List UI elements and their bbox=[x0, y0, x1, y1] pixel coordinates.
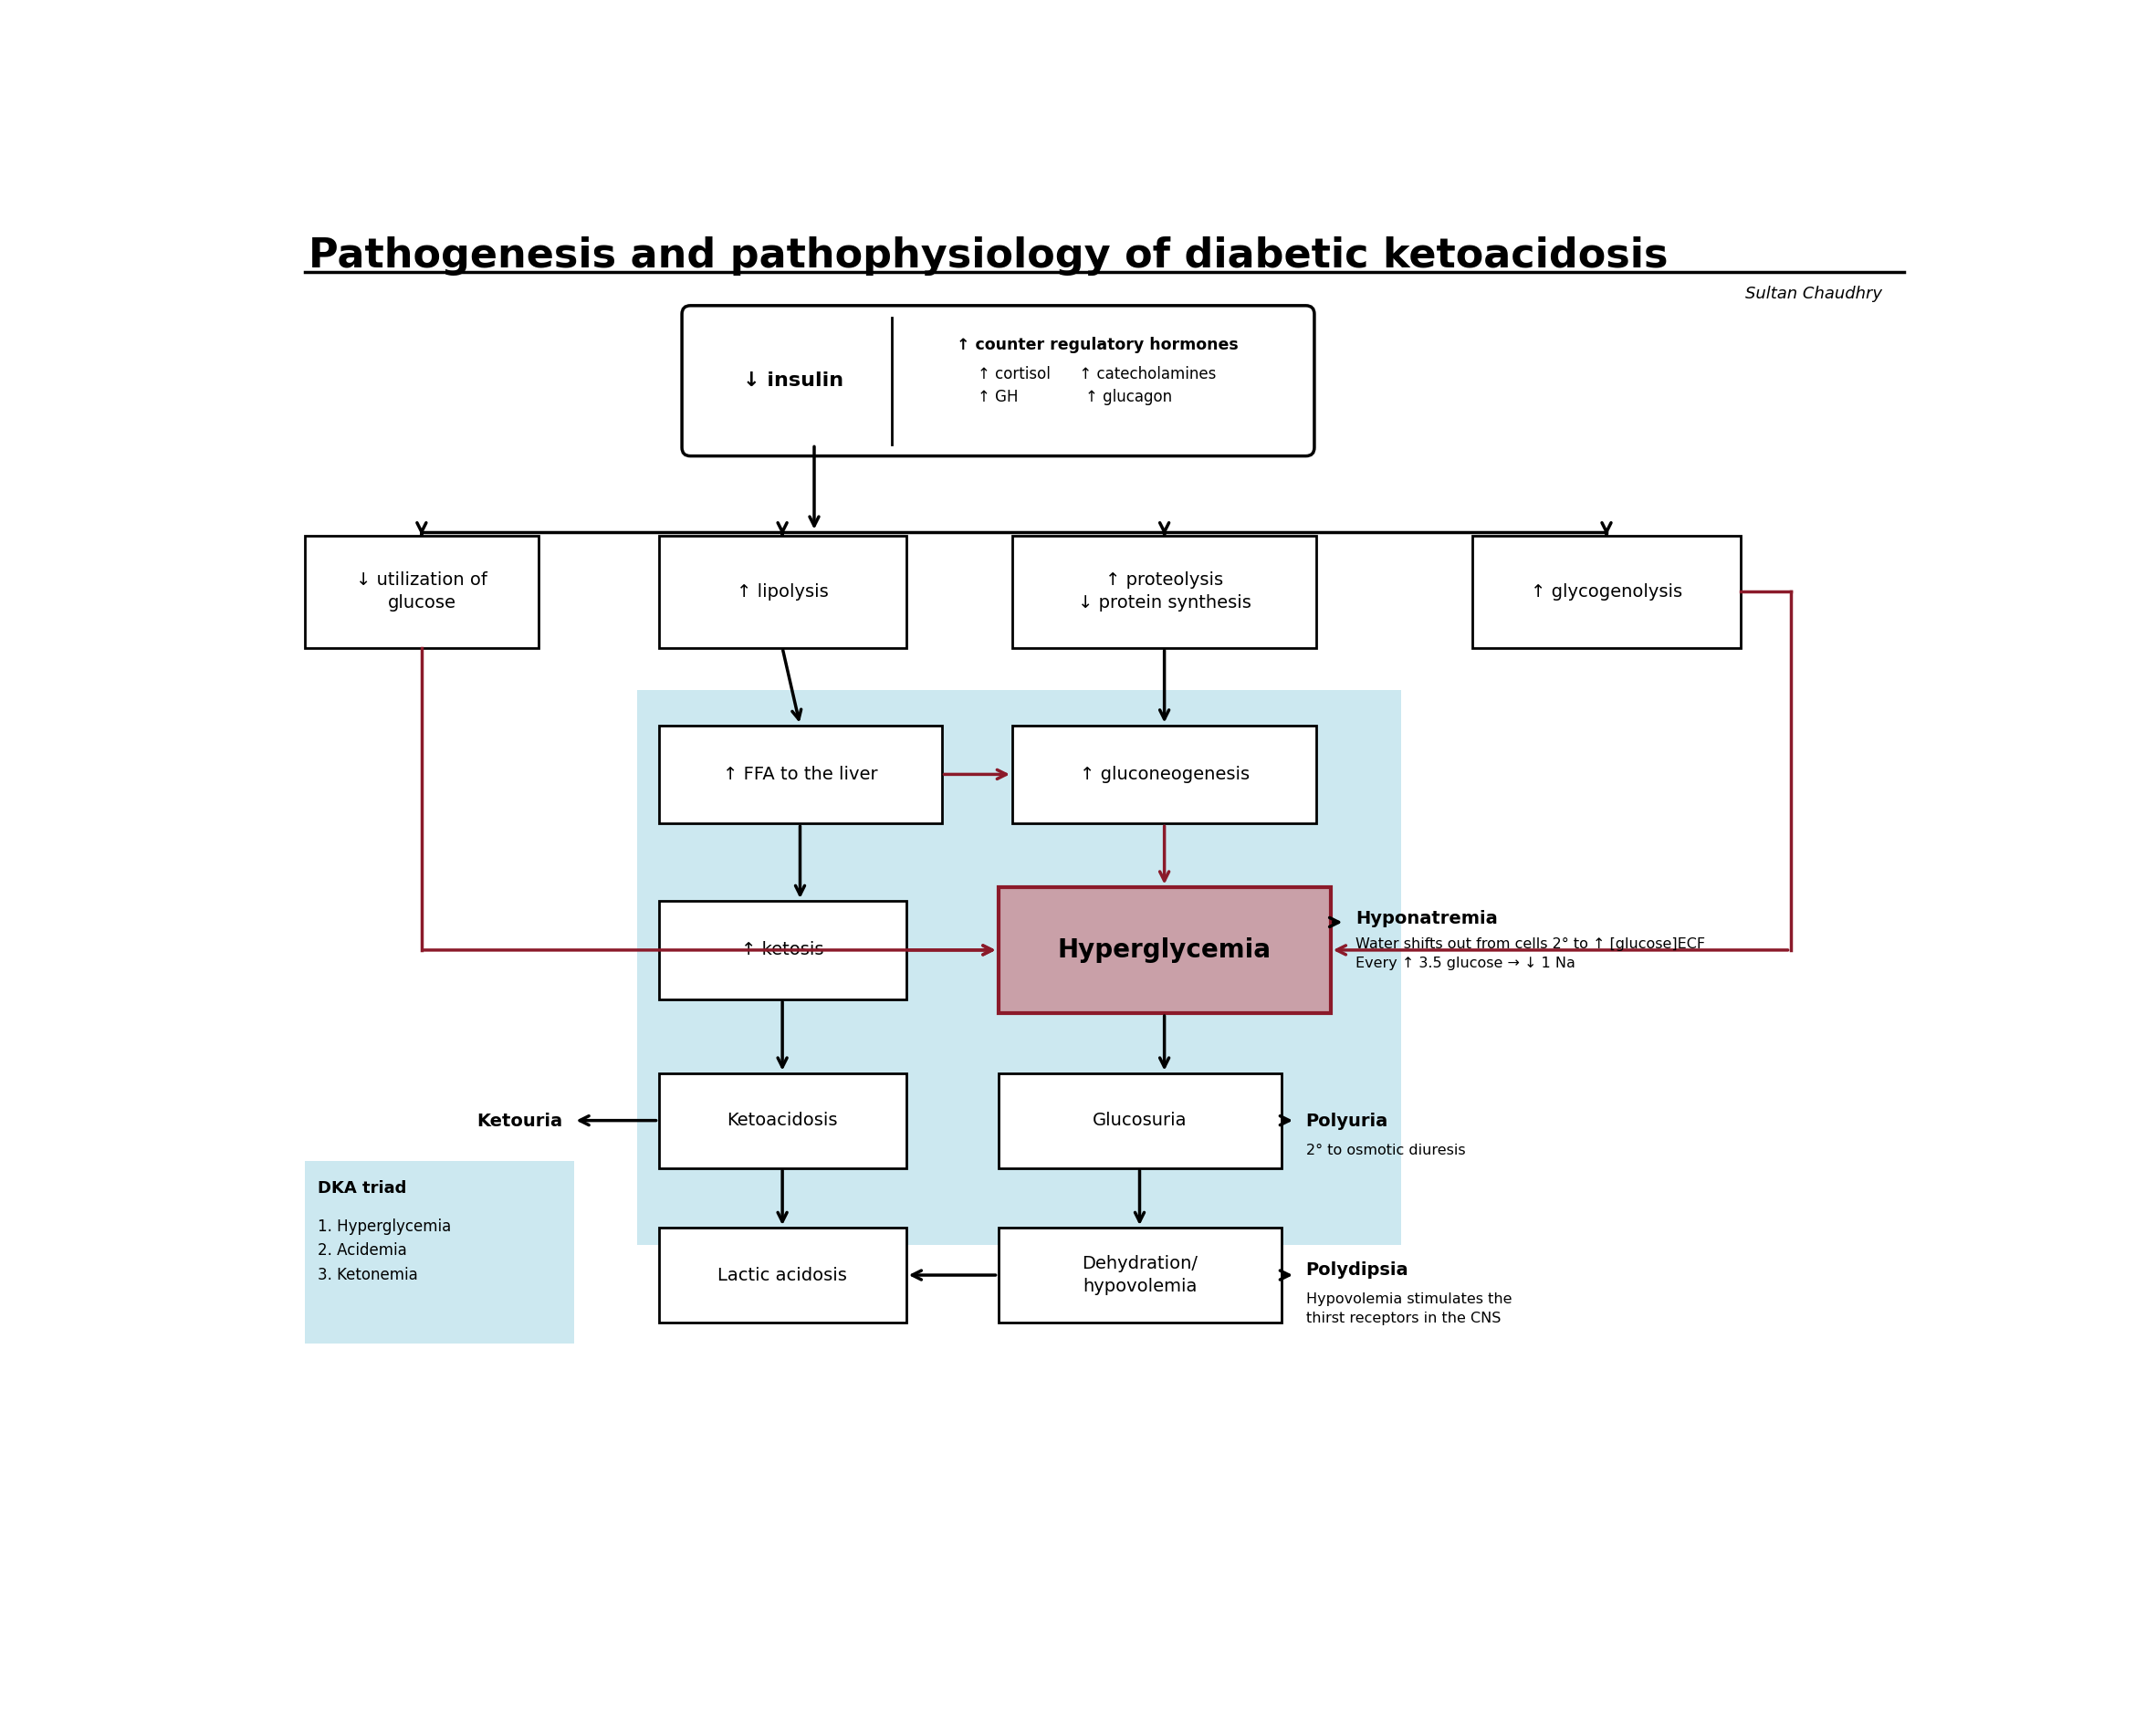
Text: DKA triad: DKA triad bbox=[317, 1180, 407, 1197]
Text: Ketouria: Ketouria bbox=[476, 1111, 563, 1130]
Text: ↑ gluconeogenesis: ↑ gluconeogenesis bbox=[1080, 765, 1248, 784]
FancyBboxPatch shape bbox=[1013, 725, 1317, 823]
Text: ↓ insulin: ↓ insulin bbox=[742, 372, 843, 389]
FancyBboxPatch shape bbox=[658, 1228, 906, 1322]
Text: ↑ FFA to the liver: ↑ FFA to the liver bbox=[722, 765, 877, 784]
Text: ↑ cortisol      ↑ catecholamines
↑ GH              ↑ glucagon: ↑ cortisol ↑ catecholamines ↑ GH ↑ gluca… bbox=[979, 367, 1216, 405]
FancyBboxPatch shape bbox=[304, 535, 539, 648]
FancyBboxPatch shape bbox=[304, 1161, 573, 1343]
Text: Water shifts out from cells 2° to ↑ [glucose]ECF
Every ↑ 3.5 glucose → ↓ 1 Na: Water shifts out from cells 2° to ↑ [glu… bbox=[1356, 936, 1705, 971]
Text: 2° to osmotic diuresis: 2° to osmotic diuresis bbox=[1307, 1144, 1466, 1158]
FancyBboxPatch shape bbox=[658, 1074, 906, 1168]
FancyBboxPatch shape bbox=[681, 305, 1315, 456]
Text: ↑ lipolysis: ↑ lipolysis bbox=[737, 583, 828, 600]
Text: Ketoacidosis: Ketoacidosis bbox=[727, 1111, 839, 1128]
Text: Pathogenesis and pathophysiology of diabetic ketoacidosis: Pathogenesis and pathophysiology of diab… bbox=[308, 237, 1669, 276]
FancyBboxPatch shape bbox=[1473, 535, 1740, 648]
FancyBboxPatch shape bbox=[1013, 535, 1317, 648]
Text: ↑ glycogenolysis: ↑ glycogenolysis bbox=[1531, 583, 1682, 600]
FancyBboxPatch shape bbox=[638, 689, 1401, 1245]
Text: ↑ proteolysis
↓ protein synthesis: ↑ proteolysis ↓ protein synthesis bbox=[1078, 571, 1250, 612]
Text: ↑ ketosis: ↑ ketosis bbox=[742, 942, 824, 959]
Text: ↓ utilization of
glucose: ↓ utilization of glucose bbox=[356, 571, 487, 612]
Text: Lactic acidosis: Lactic acidosis bbox=[718, 1266, 847, 1285]
Text: Polydipsia: Polydipsia bbox=[1307, 1261, 1408, 1278]
Text: Hypovolemia stimulates the
thirst receptors in the CNS: Hypovolemia stimulates the thirst recept… bbox=[1307, 1291, 1511, 1326]
Text: Hyponatremia: Hyponatremia bbox=[1356, 909, 1498, 928]
Text: 1. Hyperglycemia
2. Acidemia
3. Ketonemia: 1. Hyperglycemia 2. Acidemia 3. Ketonemi… bbox=[317, 1219, 451, 1283]
Text: Sultan Chaudhry: Sultan Chaudhry bbox=[1746, 286, 1882, 302]
Text: Dehydration/
hypovolemia: Dehydration/ hypovolemia bbox=[1082, 1255, 1197, 1295]
Text: ↑ counter regulatory hormones: ↑ counter regulatory hormones bbox=[957, 338, 1238, 353]
Text: Glucosuria: Glucosuria bbox=[1093, 1111, 1186, 1128]
Text: Polyuria: Polyuria bbox=[1307, 1111, 1388, 1130]
FancyBboxPatch shape bbox=[658, 725, 942, 823]
FancyBboxPatch shape bbox=[658, 900, 906, 1000]
FancyBboxPatch shape bbox=[998, 1228, 1281, 1322]
FancyBboxPatch shape bbox=[658, 535, 906, 648]
FancyBboxPatch shape bbox=[998, 887, 1330, 1014]
Text: Hyperglycemia: Hyperglycemia bbox=[1059, 938, 1272, 962]
FancyBboxPatch shape bbox=[998, 1074, 1281, 1168]
